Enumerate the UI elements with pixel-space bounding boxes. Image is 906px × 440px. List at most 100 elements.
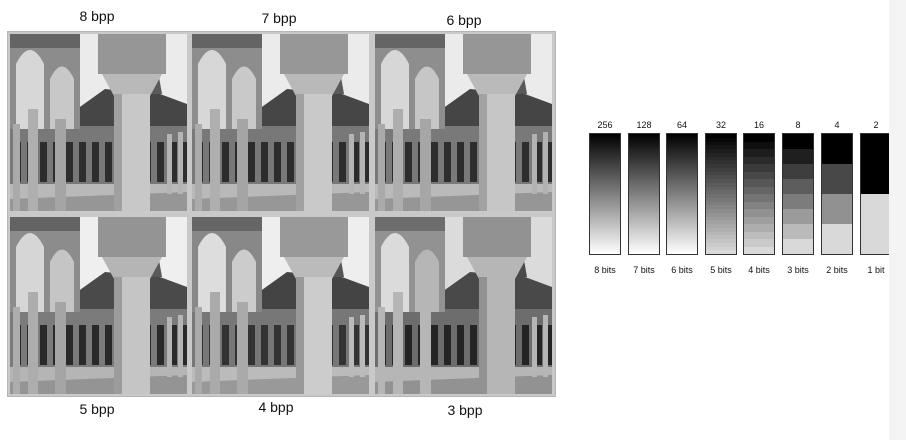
arch-opening (105, 142, 112, 182)
left-arch-2 (232, 66, 256, 129)
strip-count-4: 4 (834, 120, 840, 130)
gray-strip-7-bits (628, 133, 660, 255)
arch-opening (287, 325, 294, 365)
arch-opening (405, 325, 412, 365)
arch-opening (365, 142, 369, 182)
courtyard-photo (375, 217, 552, 394)
gray-band (744, 171, 774, 180)
arch-opening (287, 142, 294, 182)
courtyard-photo (10, 217, 187, 394)
gray-band (783, 149, 813, 164)
capital-block (98, 217, 166, 257)
ornate-band (375, 217, 445, 231)
arch-opening (183, 325, 187, 365)
gray-band (706, 190, 736, 195)
gray-band (706, 171, 736, 176)
strip-bits-8: 8 bits (594, 265, 616, 275)
photo-panel-7bpp (192, 34, 369, 211)
gray-strip-1-bit (860, 133, 892, 255)
arch-opening (522, 142, 529, 182)
capital-block (463, 217, 531, 257)
capital-block (463, 34, 531, 74)
gray-band (706, 235, 736, 240)
gray-band (706, 220, 736, 225)
arch-opening (105, 325, 112, 365)
gray-band (706, 227, 736, 232)
column (167, 317, 172, 377)
gray-strip-3-bits (782, 133, 814, 255)
column (349, 134, 354, 194)
column (360, 315, 365, 377)
arch-opening (157, 325, 164, 365)
arch-opening (535, 325, 542, 365)
column (195, 307, 202, 394)
column (13, 124, 20, 211)
gray-band (706, 134, 736, 138)
gray-band (706, 175, 736, 180)
arch-opening (40, 142, 47, 182)
capital (284, 74, 344, 96)
left-arch-2 (50, 249, 74, 312)
column (210, 109, 220, 211)
arch-opening (274, 325, 281, 365)
gray-band (822, 164, 852, 194)
strip-bits-7: 7 bits (633, 265, 655, 275)
capital (102, 257, 162, 279)
arch-opening (522, 325, 529, 365)
photo-panel-3bpp (375, 217, 552, 394)
gray-strip-6-bits (666, 133, 698, 255)
gray-band (706, 216, 736, 221)
gray-band (822, 134, 852, 164)
arch-opening (405, 142, 412, 182)
gray-band (706, 156, 736, 161)
gray-band (706, 145, 736, 150)
gray-band (744, 246, 774, 254)
column (167, 134, 172, 194)
arch-opening (444, 325, 451, 365)
gray-band (706, 182, 736, 187)
panel-label-6bpp: 6 bpp (446, 12, 482, 28)
gray-strip-2-bits (821, 133, 853, 255)
strip-count-2: 2 (873, 120, 879, 130)
column (543, 315, 548, 377)
column (378, 307, 385, 394)
arch-opening (470, 142, 477, 182)
column (55, 302, 66, 394)
gray-band (744, 141, 774, 150)
capital (102, 74, 162, 96)
gray-band (744, 134, 774, 142)
column (28, 109, 38, 211)
courtyard-photo (192, 34, 369, 211)
arch-opening (339, 142, 346, 182)
arch-opening (92, 142, 99, 182)
panel-label-5bpp: 5 bpp (79, 401, 115, 417)
left-arch-2 (415, 249, 439, 312)
arch-opening (248, 325, 255, 365)
gray-band (783, 239, 813, 254)
strip-bits-1: 1 bit (867, 265, 885, 275)
gray-band (706, 224, 736, 228)
gray-strip-8-bits (589, 133, 621, 255)
column (13, 307, 20, 394)
arch-opening (40, 325, 47, 365)
ornate-band (192, 217, 262, 231)
gray-band (744, 216, 774, 225)
column-shade (479, 277, 487, 394)
column (210, 292, 220, 394)
column-shade (114, 94, 122, 211)
strip-bits-4: 4 bits (748, 265, 770, 275)
capital-block (98, 34, 166, 74)
photo-panel-6bpp (375, 34, 552, 211)
arch-opening (170, 325, 177, 365)
arch-opening (339, 325, 346, 365)
page-edge-shade (889, 0, 906, 440)
ornate-band (10, 217, 80, 231)
gray-band (783, 209, 813, 224)
column (532, 317, 537, 377)
arch-opening (535, 142, 542, 182)
strip-bits-2: 2 bits (826, 265, 848, 275)
gray-band (822, 194, 852, 224)
gray-band (706, 239, 736, 243)
arch-opening (157, 142, 164, 182)
arch-opening (274, 142, 281, 182)
